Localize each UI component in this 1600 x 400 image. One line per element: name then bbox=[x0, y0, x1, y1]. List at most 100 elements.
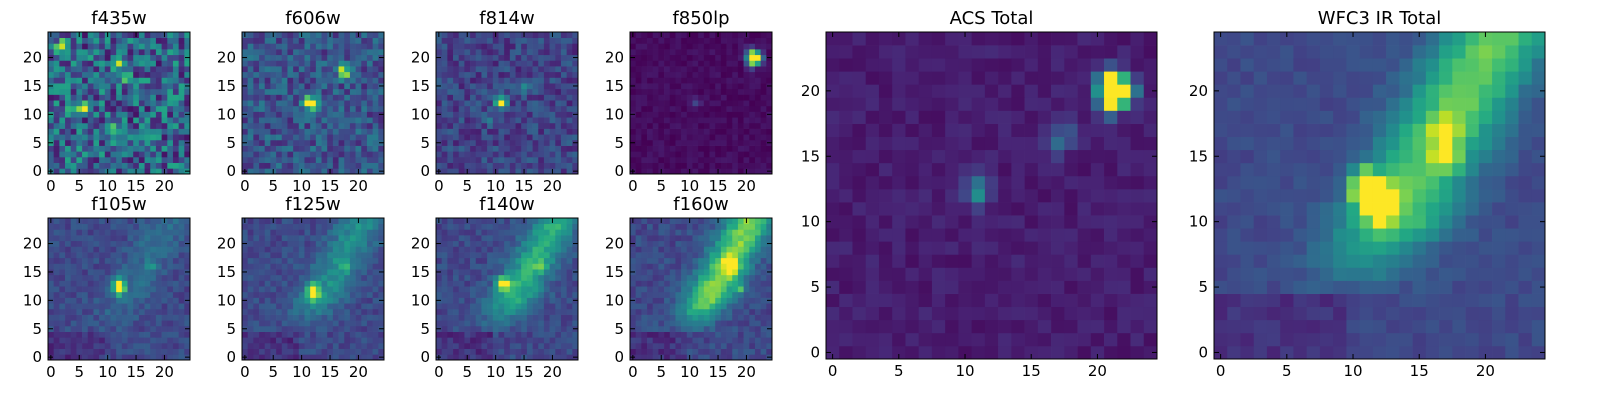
heatmap-cell bbox=[298, 111, 305, 118]
heatmap-cell bbox=[65, 32, 72, 39]
heatmap-cell bbox=[566, 94, 573, 101]
heatmap-cell bbox=[492, 83, 499, 90]
heatmap-cell bbox=[82, 54, 89, 61]
heatmap-cell bbox=[82, 229, 89, 236]
heatmap-cell bbox=[504, 257, 511, 264]
heatmap-cell bbox=[178, 139, 185, 146]
heatmap-cell bbox=[349, 297, 356, 304]
heatmap-cell bbox=[310, 314, 317, 321]
heatmap-cell bbox=[276, 168, 283, 175]
heatmap-cell bbox=[99, 139, 106, 146]
heatmap-cell bbox=[247, 314, 254, 321]
heatmap-cell bbox=[532, 105, 539, 112]
heatmap-cell bbox=[65, 54, 72, 61]
heatmap-cell bbox=[138, 32, 145, 39]
heatmap-cell bbox=[698, 156, 705, 163]
heatmap-cell bbox=[99, 291, 106, 298]
heatmap-cell bbox=[509, 331, 516, 338]
heatmap-cell bbox=[281, 111, 288, 118]
heatmap-cell bbox=[658, 308, 665, 315]
heatmap-cell bbox=[658, 280, 665, 287]
heatmap-cell bbox=[720, 37, 727, 44]
heatmap-cell bbox=[172, 320, 179, 327]
heatmap-cell bbox=[760, 60, 767, 67]
heatmap-cell bbox=[635, 49, 642, 56]
heatmap-cell bbox=[116, 168, 123, 175]
heatmap-cell bbox=[184, 117, 191, 124]
heatmap-cell bbox=[242, 291, 249, 298]
heatmap-cell bbox=[572, 43, 579, 50]
heatmap-cell bbox=[766, 60, 773, 67]
heatmap-cell bbox=[349, 240, 356, 247]
heatmap-cell bbox=[675, 122, 682, 129]
heatmap-cell bbox=[127, 100, 134, 107]
heatmap-cell bbox=[726, 32, 733, 39]
heatmap-cell bbox=[441, 134, 448, 141]
heatmap-cell bbox=[566, 286, 573, 293]
heatmap-cell bbox=[692, 100, 699, 107]
heatmap-cell bbox=[161, 88, 168, 95]
heatmap-cell bbox=[167, 320, 174, 327]
heatmap-cell bbox=[515, 246, 522, 253]
heatmap-cell bbox=[48, 128, 55, 135]
heatmap-cell bbox=[361, 49, 368, 56]
heatmap-cell bbox=[127, 134, 134, 141]
heatmap-cell bbox=[681, 128, 688, 135]
heatmap-cell bbox=[635, 105, 642, 112]
heatmap-cell bbox=[658, 43, 665, 50]
heatmap-cell bbox=[298, 308, 305, 315]
heatmap-cell bbox=[82, 286, 89, 293]
heatmap-cell bbox=[155, 168, 162, 175]
heatmap-cell bbox=[509, 240, 516, 247]
heatmap-cell bbox=[703, 128, 710, 135]
heatmap-cell bbox=[458, 274, 465, 281]
heatmap-cell bbox=[560, 49, 567, 56]
heatmap-cell bbox=[332, 122, 339, 129]
heatmap-cell bbox=[543, 246, 550, 253]
heatmap-cell bbox=[737, 280, 744, 287]
heatmap-cell bbox=[104, 280, 111, 287]
heatmap-cell bbox=[692, 94, 699, 101]
heatmap-cell bbox=[138, 348, 145, 355]
heatmap-cell bbox=[48, 274, 55, 281]
heatmap-cell bbox=[436, 66, 443, 73]
heatmap-cell bbox=[526, 77, 533, 84]
heatmap-cell bbox=[515, 223, 522, 230]
heatmap-cell bbox=[732, 122, 739, 129]
heatmap-cell bbox=[332, 94, 339, 101]
heatmap-cell bbox=[87, 252, 94, 259]
heatmap-cell bbox=[338, 100, 345, 107]
heatmap-cell bbox=[287, 246, 294, 253]
heatmap-cell bbox=[447, 37, 454, 44]
heatmap-cell bbox=[338, 218, 345, 225]
heatmap-cell bbox=[155, 218, 162, 225]
heatmap-cell bbox=[543, 240, 550, 247]
heatmap-cell bbox=[344, 60, 351, 67]
heatmap-cell bbox=[509, 94, 516, 101]
heatmap-cell bbox=[686, 66, 693, 73]
heatmap-cell bbox=[492, 286, 499, 293]
heatmap-cell bbox=[378, 66, 385, 73]
heatmap-cell bbox=[675, 111, 682, 118]
heatmap-cell bbox=[686, 314, 693, 321]
heatmap-cell bbox=[543, 342, 550, 349]
heatmap-cell bbox=[378, 320, 385, 327]
heatmap-cell bbox=[737, 117, 744, 124]
heatmap-cell bbox=[361, 105, 368, 112]
heatmap-cell bbox=[464, 348, 471, 355]
heatmap-cell bbox=[121, 303, 128, 310]
heatmap-cell bbox=[458, 66, 465, 73]
heatmap-cell bbox=[481, 94, 488, 101]
heatmap-cell bbox=[515, 252, 522, 259]
heatmap-cell bbox=[698, 83, 705, 90]
heatmap-cell bbox=[481, 83, 488, 90]
heatmap-cell bbox=[447, 66, 454, 73]
heatmap-cell bbox=[715, 77, 722, 84]
heatmap-cell bbox=[270, 269, 277, 276]
heatmap-cell bbox=[321, 162, 328, 169]
heatmap-cell bbox=[543, 83, 550, 90]
heatmap-cell bbox=[532, 83, 539, 90]
heatmap-cell bbox=[70, 235, 77, 242]
heatmap-cell bbox=[121, 240, 128, 247]
heatmap-cell bbox=[754, 71, 761, 78]
